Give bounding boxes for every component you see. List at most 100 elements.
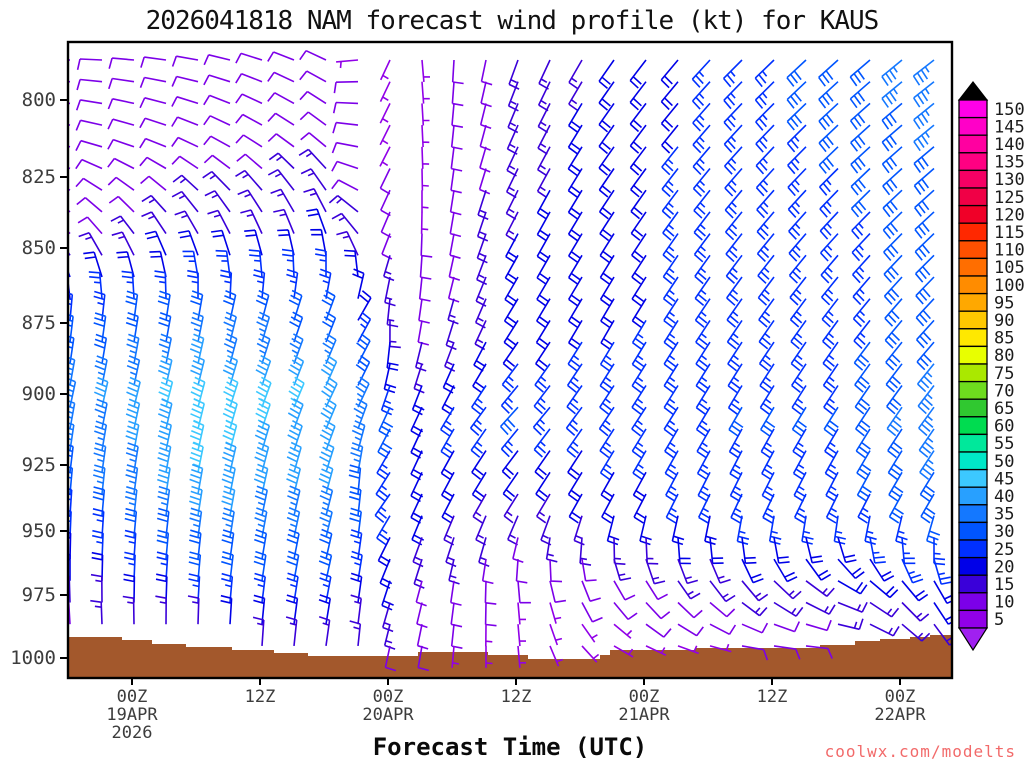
wind-barb	[108, 77, 135, 90]
colorbar-label: 115	[994, 223, 1024, 243]
wind-barb	[348, 464, 362, 495]
wind-barb	[479, 103, 492, 130]
wind-barb	[125, 420, 140, 451]
wind-barb	[599, 233, 615, 263]
wind-barb	[533, 428, 551, 458]
wind-barb	[833, 515, 846, 545]
x-tick-label: 22APR	[874, 705, 926, 725]
wind-barb	[190, 311, 204, 343]
wind-barb	[549, 645, 563, 667]
wind-barb	[383, 255, 395, 282]
wind-barb	[825, 471, 839, 502]
wind-barb	[374, 493, 391, 524]
wind-barb	[355, 355, 371, 386]
wind-barb	[869, 601, 900, 618]
wind-barb	[469, 406, 487, 436]
wind-barb	[726, 319, 743, 350]
wind-barb	[787, 167, 807, 197]
wind-barb	[273, 208, 295, 234]
wind-barb	[445, 537, 457, 568]
wind-barb	[535, 319, 551, 350]
watermark-link[interactable]: coolwx.com/modelts	[824, 742, 1016, 761]
wind-barb	[125, 398, 141, 430]
wind-barb	[320, 354, 338, 386]
wind-barb	[333, 80, 359, 94]
wind-barb	[631, 385, 647, 415]
wind-barb	[692, 124, 711, 154]
wind-barb	[920, 493, 936, 524]
wind-barb	[202, 170, 231, 191]
wind-barb	[222, 420, 238, 451]
wind-barb	[380, 189, 391, 217]
wind-barb	[662, 254, 679, 285]
wind-barb	[244, 229, 263, 256]
wind-barb	[171, 155, 199, 170]
wind-barb	[919, 471, 935, 502]
wind-barb	[632, 450, 647, 481]
wind-barb	[853, 341, 871, 371]
wind-barb	[485, 645, 493, 668]
wind-barb	[501, 363, 519, 393]
colorbar-cell	[958, 345, 988, 365]
colorbar-label: 90	[994, 311, 1014, 331]
wind-barb	[108, 57, 135, 69]
wind-barb	[601, 493, 615, 524]
wind-barb	[854, 385, 871, 415]
colorbar-cell	[958, 539, 988, 559]
wind-barb	[139, 76, 167, 88]
wind-barb	[158, 333, 172, 364]
wind-barb	[420, 211, 429, 234]
wind-barb	[478, 168, 491, 195]
wind-barb	[450, 624, 463, 649]
wind-barb	[599, 341, 615, 372]
wind-barb	[741, 537, 757, 564]
wind-barb	[677, 601, 703, 619]
wind-barb	[727, 341, 743, 372]
colorbar-cell	[958, 468, 988, 488]
wind-barb	[331, 212, 359, 235]
wind-barb	[299, 49, 327, 61]
wind-barb	[914, 189, 935, 217]
y-tick-label: 800	[22, 89, 56, 111]
wind-barb	[500, 384, 519, 414]
wind-barb	[471, 471, 487, 502]
colorbar-label: 40	[994, 487, 1014, 507]
wind-barb	[78, 232, 103, 256]
wind-barb	[693, 233, 711, 263]
wind-barb	[235, 134, 263, 148]
wind-barb	[253, 550, 267, 581]
wind-barb	[485, 624, 493, 647]
wind-barb	[629, 146, 647, 176]
wind-barb	[692, 146, 711, 176]
wind-barb	[484, 602, 497, 627]
wind-barb	[581, 645, 600, 663]
wind-barb	[757, 276, 775, 306]
wind-barb	[76, 196, 103, 213]
colorbar-cell	[958, 134, 988, 154]
wind-barb	[156, 529, 170, 560]
colorbar-label: 105	[994, 258, 1024, 278]
wind-barb	[75, 139, 103, 151]
colorbar-cell	[958, 169, 988, 189]
wind-barb	[768, 515, 782, 545]
wind-barb	[421, 81, 430, 104]
wind-barb	[883, 233, 903, 262]
wind-barb	[805, 580, 835, 597]
wind-barb	[762, 493, 775, 524]
wind-barb	[139, 156, 167, 170]
wind-barb	[255, 398, 271, 430]
wind-barb	[629, 102, 647, 133]
wind-barb	[598, 102, 615, 133]
colorbar-label: 130	[994, 170, 1024, 190]
y-tick-label: 850	[22, 237, 56, 259]
wind-barb	[221, 441, 237, 473]
wind-barb	[663, 341, 679, 372]
wind-barb	[285, 616, 298, 646]
wind-barb	[190, 355, 205, 386]
wind-barb	[664, 450, 679, 481]
wind-barb	[613, 645, 634, 658]
wind-barb	[449, 233, 461, 259]
wind-barb	[481, 558, 494, 585]
wind-barb	[887, 428, 903, 459]
wind-barb	[501, 450, 519, 480]
